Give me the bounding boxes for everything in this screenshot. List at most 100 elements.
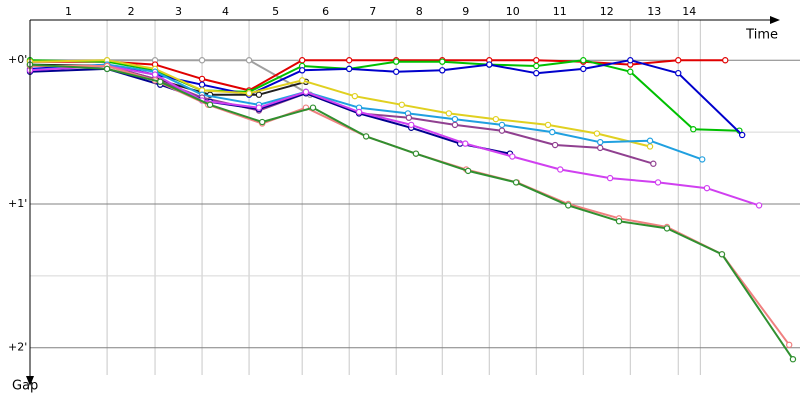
series-line	[29, 65, 760, 207]
lap-label: 1	[65, 5, 72, 18]
point	[654, 179, 662, 186]
point	[597, 138, 604, 146]
series-lines	[26, 57, 797, 363]
point	[663, 225, 671, 232]
point	[345, 65, 353, 73]
point	[412, 150, 420, 157]
point	[198, 81, 206, 88]
point	[355, 108, 363, 116]
point	[298, 77, 306, 84]
point	[405, 114, 413, 121]
point	[198, 57, 206, 64]
point	[157, 78, 164, 86]
point	[462, 140, 469, 147]
point	[451, 115, 459, 123]
point	[533, 57, 540, 64]
point	[509, 153, 516, 160]
point	[738, 131, 746, 139]
point	[580, 65, 587, 73]
point	[464, 167, 472, 175]
point	[699, 156, 706, 163]
point	[789, 355, 797, 363]
point	[722, 57, 729, 64]
point	[451, 121, 459, 129]
point	[103, 65, 111, 73]
point	[198, 75, 206, 83]
point	[445, 110, 453, 117]
point	[512, 179, 520, 186]
point	[627, 57, 634, 64]
point	[627, 68, 634, 75]
y-axis-label: Gap	[12, 379, 38, 394]
y-tick-label: +0'	[8, 53, 27, 66]
point	[245, 57, 253, 64]
point	[755, 202, 763, 209]
x-axis-arrow	[770, 16, 780, 24]
point	[309, 104, 317, 111]
point	[597, 144, 604, 152]
point	[351, 92, 359, 100]
lap-label: 6	[322, 5, 329, 18]
lap-label: 13	[647, 5, 661, 18]
lap-label: 4	[222, 5, 229, 18]
point	[486, 61, 493, 68]
point	[302, 88, 310, 96]
point	[606, 174, 614, 182]
point	[245, 90, 253, 97]
series-line	[29, 63, 703, 161]
point	[259, 118, 266, 126]
point	[345, 57, 353, 64]
lap-label: 11	[553, 5, 567, 18]
series-line	[30, 65, 791, 346]
point	[544, 121, 552, 129]
axes: Time Gap	[12, 16, 780, 394]
point	[690, 126, 697, 133]
point	[650, 160, 657, 167]
point	[718, 251, 726, 258]
point	[533, 62, 540, 70]
point	[580, 57, 587, 64]
lap-label: 10	[506, 5, 520, 18]
lap-label: 12	[600, 5, 614, 18]
point	[151, 71, 159, 78]
point	[298, 57, 306, 64]
series-line	[29, 67, 511, 155]
point	[498, 121, 506, 129]
point	[533, 69, 540, 77]
point	[615, 218, 623, 225]
point	[785, 341, 793, 349]
y-tick-label: +1'	[8, 197, 27, 210]
point	[255, 91, 263, 98]
lap-label: 2	[128, 5, 135, 18]
point	[675, 57, 682, 64]
lap-label: 9	[462, 5, 469, 18]
point	[565, 202, 572, 209]
point	[362, 133, 370, 140]
series-line	[30, 65, 654, 165]
point	[392, 58, 400, 65]
lap-label: 8	[416, 5, 423, 18]
point	[206, 101, 214, 108]
lap-label: 5	[272, 5, 279, 18]
point	[675, 69, 682, 77]
point	[593, 130, 601, 137]
point	[703, 184, 711, 192]
point	[298, 67, 306, 74]
point	[439, 67, 446, 74]
lap-label: 14	[682, 5, 696, 18]
point	[646, 143, 654, 150]
point	[398, 101, 406, 108]
lap-label: 3	[175, 5, 182, 18]
point	[439, 58, 446, 65]
y-axis-arrow	[26, 376, 34, 386]
point	[392, 68, 400, 75]
lap-label: 7	[369, 5, 376, 18]
point	[498, 127, 506, 134]
x-axis-label: Time	[745, 28, 778, 43]
point	[551, 141, 559, 149]
point	[646, 137, 654, 144]
point	[255, 104, 263, 111]
y-tick-label: +2'	[8, 341, 27, 354]
point	[557, 166, 564, 173]
